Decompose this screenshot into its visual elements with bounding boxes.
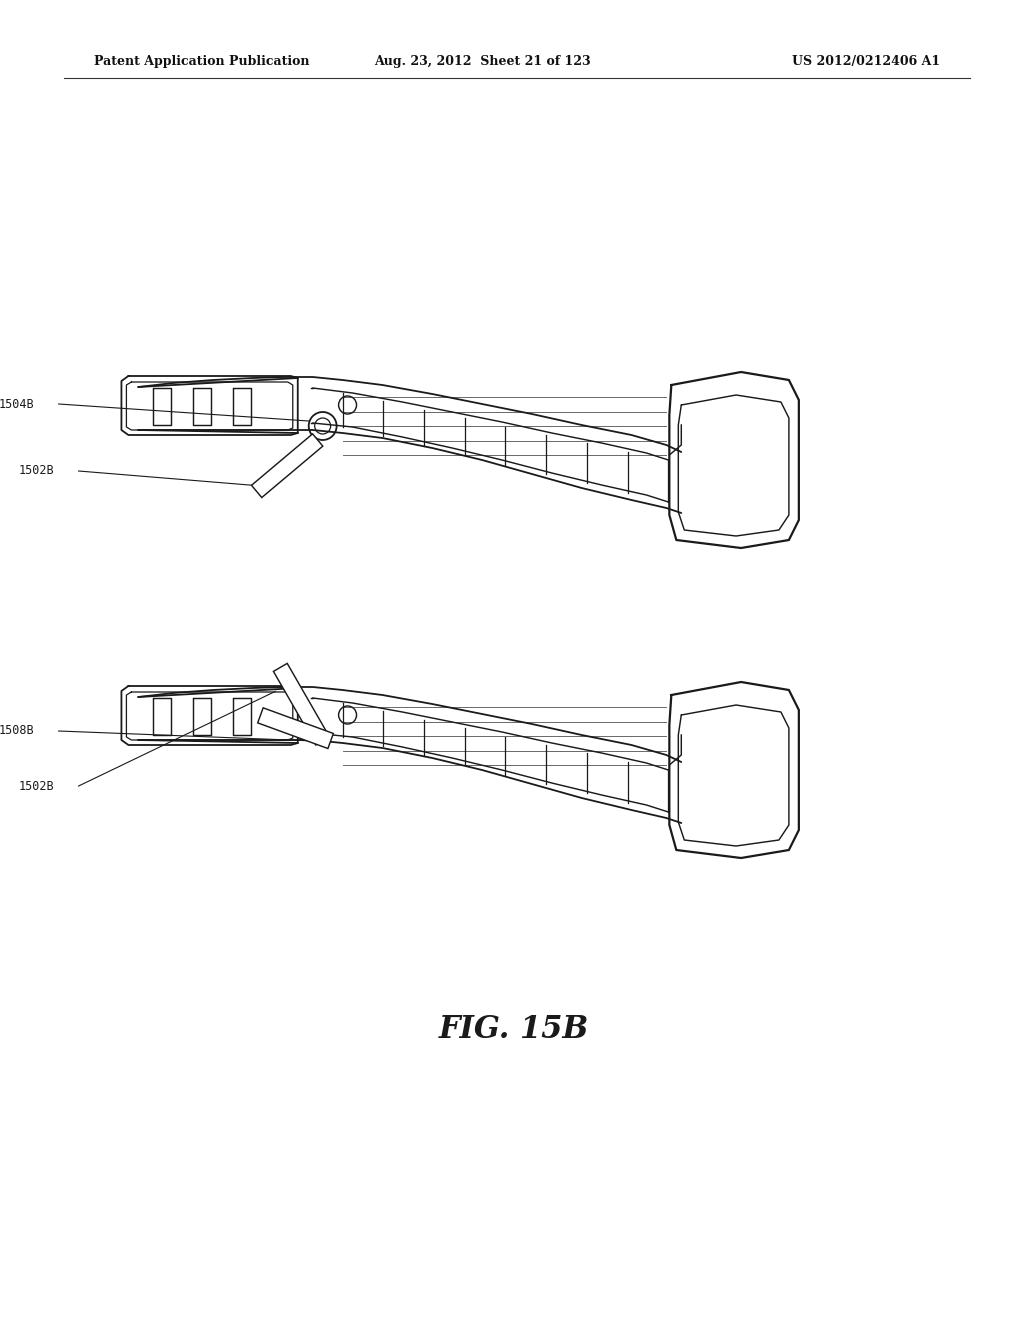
Text: 1508B: 1508B	[0, 725, 35, 738]
Circle shape	[314, 418, 331, 434]
Polygon shape	[258, 708, 334, 748]
Text: FIG. 15B: FIG. 15B	[439, 1015, 589, 1045]
Text: 1504B: 1504B	[0, 397, 35, 411]
Polygon shape	[273, 664, 330, 744]
Text: 1502B: 1502B	[18, 780, 54, 792]
Text: US 2012/0212406 A1: US 2012/0212406 A1	[793, 55, 940, 69]
Text: Aug. 23, 2012  Sheet 21 of 123: Aug. 23, 2012 Sheet 21 of 123	[374, 55, 591, 69]
Text: Patent Application Publication: Patent Application Publication	[93, 55, 309, 69]
Polygon shape	[252, 434, 323, 498]
Text: 1502B: 1502B	[18, 465, 54, 478]
